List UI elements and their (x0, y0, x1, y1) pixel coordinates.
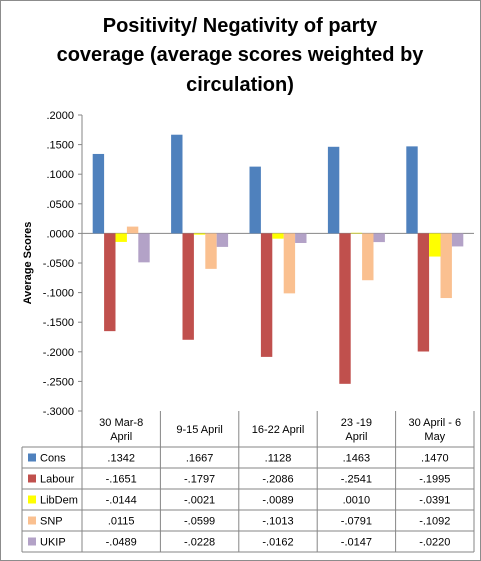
bar-labour (104, 233, 116, 332)
bar-ukip (216, 233, 229, 247)
table-cell: -.0599 (184, 516, 215, 528)
y-tick-label: -.1500 (43, 317, 74, 329)
table-cell: -.0791 (341, 516, 372, 528)
table-cell: -.1651 (106, 474, 137, 486)
table-cell: .1463 (343, 453, 371, 465)
category-label: April (345, 431, 367, 443)
chart-title-line: Positivity/ Negativity of party (103, 15, 378, 37)
bar-libdem (350, 232, 363, 234)
table-cell: -.0391 (419, 495, 450, 507)
y-tick-label: .0000 (46, 228, 74, 240)
table-cell: -.1797 (184, 474, 215, 486)
legend-label: UKIP (40, 537, 66, 549)
bar-ukip (295, 233, 307, 243)
category-label: 23 -19 (341, 417, 372, 429)
legend-label: SNP (40, 516, 63, 528)
table-cell: -.0144 (106, 495, 137, 507)
category-label: May (424, 431, 445, 443)
y-tick-label: .0500 (46, 199, 74, 211)
legend-key-labour (28, 474, 36, 483)
table-cell: .1342 (107, 453, 135, 465)
table-cell: -.2541 (341, 474, 372, 486)
bar-cons (92, 153, 105, 234)
category-label: April (110, 431, 132, 443)
table-cell: .0010 (343, 495, 371, 507)
bar-ukip (373, 233, 385, 243)
category-label: 16-22 April (252, 424, 305, 436)
bar-cons (171, 134, 183, 234)
y-tick-label: -.1000 (43, 288, 74, 300)
y-tick-label: -.2000 (43, 347, 74, 359)
bar-labour (182, 233, 194, 340)
bar-libdem (429, 233, 441, 257)
y-tick-label: -.0500 (43, 258, 74, 270)
bar-cons (327, 146, 340, 234)
table-cell: .1128 (265, 453, 292, 465)
bar-cons (249, 166, 261, 234)
legend-key-ukip (28, 537, 36, 546)
table-cell: -.0147 (341, 537, 372, 549)
legend-key-cons (28, 453, 36, 462)
category-label: 30 Mar-8 (99, 417, 143, 429)
chart-title-line: circulation) (186, 74, 294, 96)
y-tick-label: .2000 (46, 110, 74, 122)
bar-snp (205, 233, 217, 269)
table-cell: -.2086 (262, 474, 293, 486)
bar-ukip (451, 233, 464, 247)
table-cell: -.0489 (106, 537, 137, 549)
table-cell: -.0228 (184, 537, 215, 549)
legend-label: Labour (40, 474, 75, 486)
table-cell: .1667 (186, 453, 214, 465)
legend-key-libdem (28, 495, 36, 504)
bar-labour (260, 233, 273, 357)
bar-snp (283, 233, 296, 294)
bar-snp (126, 226, 139, 234)
bar-labour (417, 233, 430, 352)
bar-libdem (272, 233, 284, 239)
bar-libdem (115, 233, 127, 242)
legend-label: LibDem (40, 495, 78, 507)
table-cell: -.0162 (262, 537, 293, 549)
bar-labour (339, 233, 351, 384)
legend-key-snp (28, 516, 36, 525)
y-tick-label: .1500 (46, 140, 74, 152)
category-label: 30 April - 6 (409, 417, 462, 429)
y-tick-label: .1000 (46, 169, 74, 181)
bar-ukip (138, 233, 150, 263)
table-cell: -.0220 (419, 537, 450, 549)
bar-snp (440, 233, 452, 299)
table-cell: .1470 (421, 453, 449, 465)
y-axis-label: Average Scores (22, 222, 34, 305)
table-cell: .0115 (108, 516, 135, 528)
legend-label: Cons (40, 453, 66, 465)
bar-cons (406, 146, 418, 234)
table-cell: -.1092 (419, 516, 450, 528)
category-label: 9-15 April (176, 424, 222, 436)
y-tick-label: -.2500 (43, 376, 74, 388)
y-tick-label: -.3000 (43, 406, 74, 418)
bar-libdem (193, 233, 206, 235)
chart-title-line: coverage (average scores weighted by (57, 44, 425, 66)
table-cell: -.0021 (184, 495, 215, 507)
table-cell: -.1995 (419, 474, 450, 486)
bar-snp (362, 233, 374, 281)
table-cell: -.0089 (262, 495, 293, 507)
table-cell: -.1013 (262, 516, 293, 528)
